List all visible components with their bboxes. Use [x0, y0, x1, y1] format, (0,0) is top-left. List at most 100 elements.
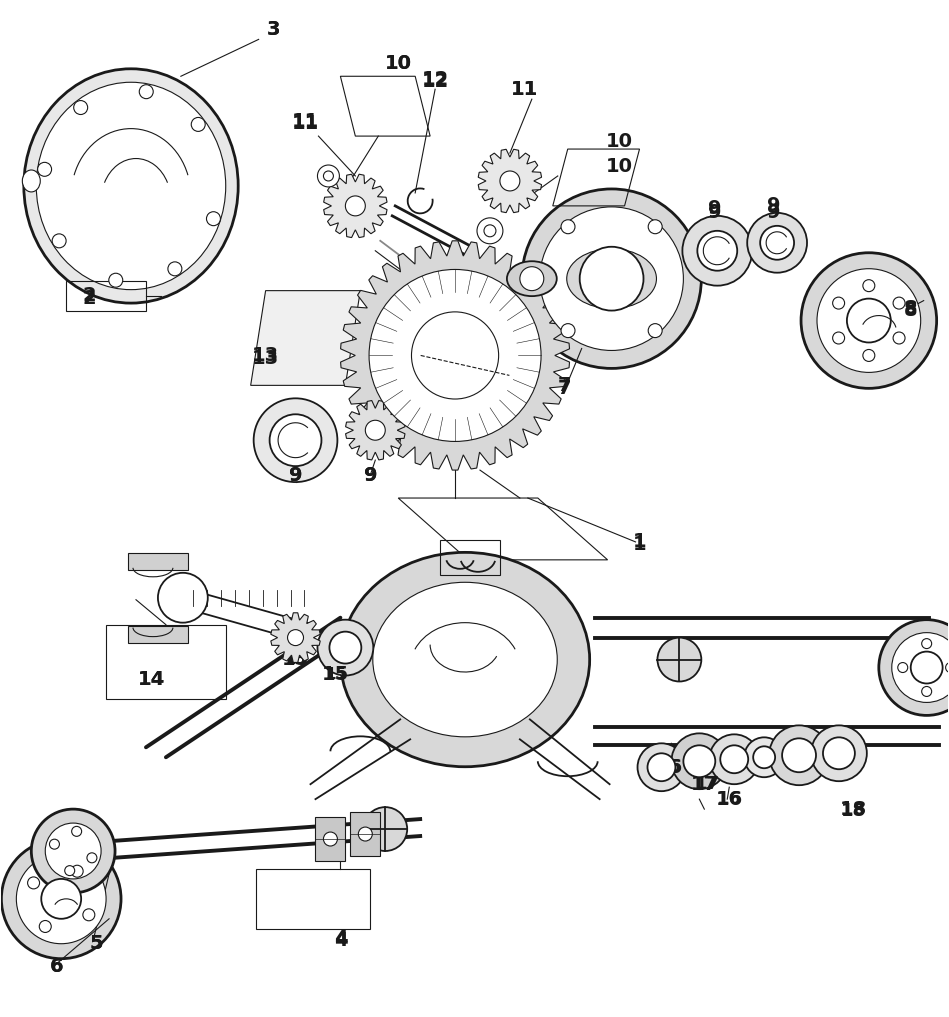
Text: 15: 15	[325, 667, 346, 682]
Circle shape	[72, 827, 82, 836]
Circle shape	[561, 220, 575, 234]
Circle shape	[520, 266, 544, 291]
Circle shape	[832, 297, 845, 309]
Circle shape	[87, 853, 97, 862]
Text: 11: 11	[512, 79, 538, 99]
Circle shape	[698, 231, 737, 271]
Circle shape	[71, 865, 84, 878]
Circle shape	[898, 662, 908, 672]
Circle shape	[484, 225, 496, 237]
Text: 4: 4	[334, 930, 347, 948]
Text: 9: 9	[363, 466, 377, 484]
Text: 6: 6	[49, 957, 63, 976]
Circle shape	[192, 117, 205, 131]
Text: 7: 7	[558, 379, 571, 398]
Circle shape	[945, 662, 949, 672]
Circle shape	[893, 297, 905, 309]
Text: 6: 6	[49, 957, 63, 976]
Ellipse shape	[24, 69, 238, 303]
Text: 5: 5	[89, 935, 102, 953]
Circle shape	[207, 212, 220, 226]
Ellipse shape	[373, 583, 557, 737]
Polygon shape	[128, 553, 188, 570]
Text: 18: 18	[842, 802, 866, 820]
Text: 9: 9	[708, 199, 721, 219]
Polygon shape	[270, 613, 320, 662]
Circle shape	[270, 414, 322, 466]
Circle shape	[369, 270, 541, 441]
Ellipse shape	[23, 170, 40, 192]
Circle shape	[709, 734, 759, 784]
Polygon shape	[478, 149, 542, 213]
Circle shape	[39, 920, 51, 933]
Circle shape	[109, 274, 122, 287]
Circle shape	[41, 879, 82, 918]
Ellipse shape	[341, 552, 589, 767]
Text: 3: 3	[267, 20, 280, 39]
Circle shape	[16, 854, 106, 944]
Circle shape	[83, 909, 95, 920]
Circle shape	[46, 823, 102, 879]
Circle shape	[863, 280, 875, 292]
Polygon shape	[251, 291, 361, 385]
Circle shape	[720, 745, 748, 773]
Text: 14: 14	[138, 670, 164, 689]
Circle shape	[648, 323, 662, 338]
Circle shape	[52, 234, 66, 248]
Text: 2: 2	[83, 286, 96, 305]
Polygon shape	[315, 817, 345, 861]
Circle shape	[365, 420, 385, 440]
Circle shape	[38, 163, 51, 176]
Circle shape	[318, 165, 340, 187]
Circle shape	[647, 754, 676, 781]
Ellipse shape	[36, 82, 226, 290]
Text: 10: 10	[606, 157, 633, 176]
Text: 9: 9	[288, 466, 303, 484]
Polygon shape	[341, 241, 569, 470]
Text: 17: 17	[691, 775, 717, 793]
Circle shape	[65, 865, 75, 876]
Text: 8: 8	[903, 299, 918, 318]
Circle shape	[140, 84, 153, 99]
Circle shape	[359, 827, 372, 841]
Circle shape	[345, 196, 365, 216]
Text: 1: 1	[633, 535, 646, 554]
Circle shape	[168, 261, 182, 276]
Circle shape	[769, 725, 829, 785]
Circle shape	[921, 639, 932, 649]
Circle shape	[921, 686, 932, 697]
Circle shape	[318, 619, 373, 675]
Text: 16: 16	[657, 759, 682, 776]
Circle shape	[658, 638, 701, 681]
Circle shape	[253, 399, 338, 482]
Text: 7: 7	[558, 376, 571, 395]
Text: 13: 13	[252, 346, 279, 365]
Circle shape	[324, 832, 338, 846]
Circle shape	[682, 216, 753, 286]
Text: 1: 1	[633, 533, 646, 551]
Polygon shape	[350, 813, 381, 856]
Circle shape	[638, 743, 685, 791]
Text: 15: 15	[285, 652, 307, 667]
Text: 9: 9	[363, 466, 377, 484]
Circle shape	[911, 652, 942, 683]
Circle shape	[879, 619, 949, 715]
Circle shape	[28, 877, 40, 889]
Text: 12: 12	[421, 70, 449, 88]
Polygon shape	[128, 625, 188, 643]
Text: 15: 15	[282, 650, 309, 669]
Circle shape	[683, 745, 716, 777]
Circle shape	[847, 299, 891, 343]
Circle shape	[893, 332, 905, 344]
Text: 16: 16	[656, 758, 683, 777]
Circle shape	[477, 218, 503, 244]
Text: 13: 13	[252, 349, 279, 368]
Text: 11: 11	[512, 79, 538, 99]
Circle shape	[500, 171, 520, 191]
Text: 8: 8	[903, 301, 918, 320]
Text: 10: 10	[384, 54, 412, 73]
Text: 14: 14	[138, 670, 164, 689]
Circle shape	[811, 725, 866, 781]
Text: 9: 9	[708, 203, 721, 223]
Polygon shape	[345, 401, 405, 460]
